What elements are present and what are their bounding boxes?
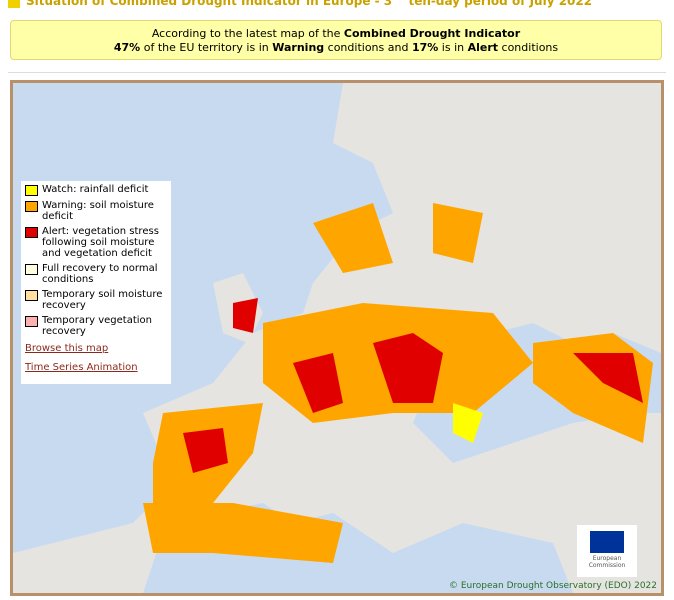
legend-label: Full recovery to normal conditions	[42, 263, 158, 285]
legend-item: Temporary soil moisture recovery	[25, 289, 167, 311]
map-link[interactable]: Browse this map	[25, 343, 109, 354]
legend-item: Alert: vegetation stress following soil …	[25, 226, 167, 259]
map-frame: Watch: rainfall deficit Warning: soil moi…	[10, 80, 664, 596]
legend: Watch: rainfall deficit Warning: soil moi…	[21, 181, 171, 384]
legend-item: Watch: rainfall deficit	[25, 184, 167, 196]
legend-label: Watch: rainfall deficit	[42, 184, 149, 195]
legend-swatch	[25, 185, 38, 196]
map-link[interactable]: Time Series Animation	[25, 362, 138, 373]
info-box: According to the latest map of the Combi…	[10, 20, 662, 60]
page-title: Situation of Combined Drought Indicator …	[8, 0, 592, 8]
separator	[8, 72, 666, 73]
legend-label: Temporary soil moisture recovery	[42, 289, 163, 311]
legend-swatch	[25, 264, 38, 275]
map	[13, 83, 661, 593]
legend-label: Temporary vegetation recovery	[42, 315, 152, 337]
legend-swatch	[25, 316, 38, 327]
legend-swatch	[25, 290, 38, 301]
legend-item: Full recovery to normal conditions	[25, 263, 167, 285]
ec-logo: European Commission	[577, 525, 637, 577]
legend-label: Alert: vegetation stress following soil …	[42, 226, 159, 259]
legend-swatch	[25, 201, 38, 212]
legend-label: Warning: soil moisture deficit	[42, 200, 154, 222]
legend-swatch	[25, 227, 38, 238]
credit: © European Drought Observatory (EDO) 202…	[448, 581, 657, 591]
legend-item: Temporary vegetation recovery	[25, 315, 167, 337]
legend-item: Warning: soil moisture deficit	[25, 200, 167, 222]
